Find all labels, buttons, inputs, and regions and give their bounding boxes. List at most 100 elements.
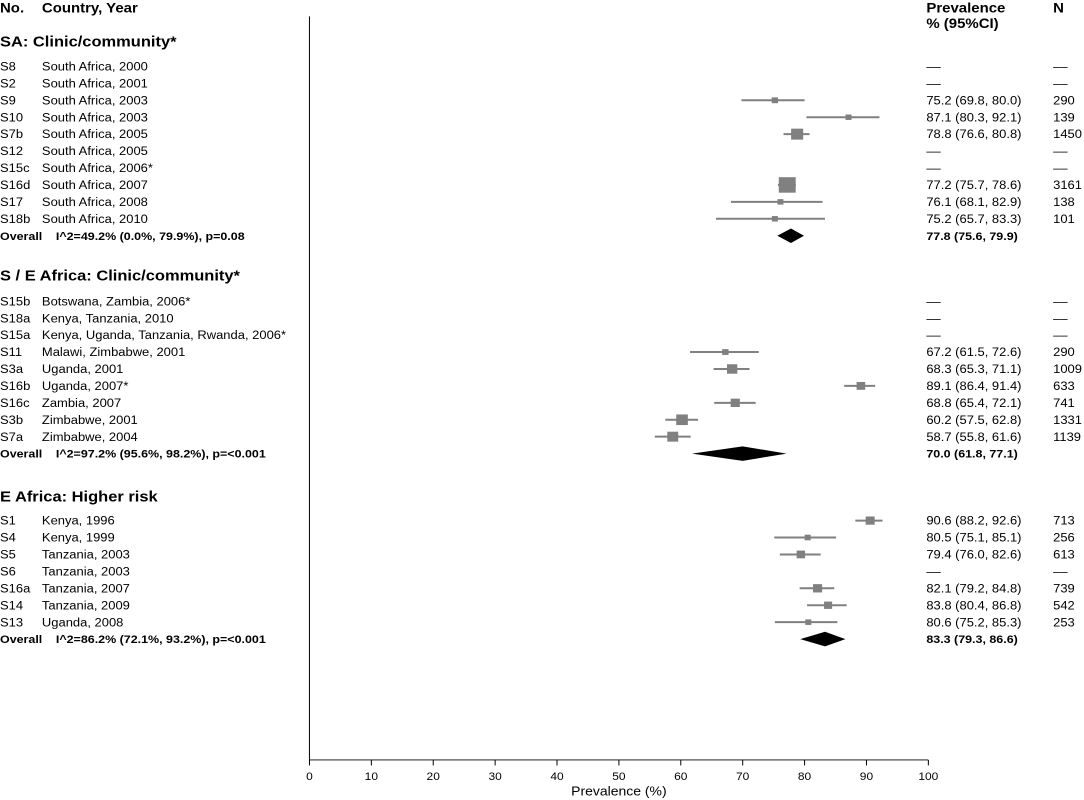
study-label: South Africa, 2003	[42, 111, 148, 124]
study-estimate-text: 90.6 (88.2, 92.6)	[926, 514, 1021, 527]
study-n: 139	[1053, 111, 1075, 124]
study-id: S1	[0, 514, 16, 527]
group-title: SA: Clinic/community*	[0, 34, 177, 50]
header-no: No.	[0, 1, 24, 16]
study-n: 101	[1053, 212, 1075, 225]
chart-layer: SA: Clinic/community* S8 South Africa, 200…	[0, 16, 1082, 798]
header-study: Country, Year	[42, 1, 138, 16]
study-label: South Africa, 2007	[42, 179, 148, 192]
overall-heterogeneity: I^2=49.2% (0.0%, 79.9%), p=0.08	[56, 229, 245, 242]
study-id: S4	[0, 531, 16, 544]
study-estimate-text: 89.1 (86.4, 91.4)	[926, 380, 1021, 393]
study-n: 253	[1053, 616, 1075, 629]
study-id: S8	[0, 60, 16, 73]
study-label: South Africa, 2008	[42, 195, 148, 208]
study-n: 290	[1053, 346, 1075, 359]
study-n: 741	[1053, 396, 1075, 409]
study-estimate-text: 75.2 (65.7, 83.3)	[926, 212, 1021, 225]
study-square	[796, 550, 806, 559]
study-square	[856, 381, 866, 390]
study-id: S10	[0, 111, 23, 124]
study-id: S16d	[0, 179, 30, 192]
x-tick-label: 50	[612, 771, 625, 782]
overall-heterogeneity: I^2=97.2% (95.6%, 98.2%), p=<0.001	[56, 447, 266, 460]
study-id: S9	[0, 94, 16, 107]
study-label: Tanzania, 2009	[42, 599, 130, 612]
study-n: 613	[1053, 548, 1075, 561]
study-label: Botswana, Zambia, 2006*	[42, 295, 191, 308]
study-label: Zimbabwe, 2001	[42, 413, 138, 426]
study-n: ––	[1053, 312, 1068, 325]
study-n: ––	[1053, 77, 1068, 90]
study-label: South Africa, 2005	[42, 145, 148, 158]
study-estimate-text: 87.1 (80.3, 92.1)	[926, 111, 1021, 124]
study-square	[771, 216, 778, 222]
study-estimate-text: ––	[926, 77, 941, 90]
study-label: Kenya, Uganda, Tanzania, Rwanda, 2006*	[42, 329, 286, 342]
header-prevalence-ci: % (95%CI)	[926, 17, 999, 32]
x-tick-label: 10	[365, 771, 378, 782]
x-tick-label: 70	[736, 771, 749, 782]
study-estimate-text: ––	[926, 295, 941, 308]
study-id: S15c	[0, 162, 30, 175]
study-label: Malawi, Zimbabwe, 2001	[42, 346, 186, 359]
study-square	[845, 114, 852, 120]
study-n: 1450	[1053, 128, 1082, 141]
study-square	[824, 601, 833, 609]
study-estimate-text: ––	[926, 145, 941, 158]
study-square	[726, 364, 738, 374]
study-n: 138	[1053, 195, 1075, 208]
study-id: S12	[0, 145, 23, 158]
summary-diamond	[777, 228, 804, 244]
study-id: S18a	[0, 312, 30, 325]
study-estimate-text: 80.5 (75.1, 85.1)	[926, 531, 1021, 544]
study-estimate-text: ––	[926, 312, 941, 325]
overall-label: Overall	[0, 447, 42, 460]
study-estimate-text: 58.7 (55.8, 61.6)	[926, 430, 1021, 443]
header-prevalence: Prevalence	[926, 1, 1005, 16]
study-estimate-text: ––	[926, 329, 941, 342]
study-n: 1331	[1053, 413, 1082, 426]
study-label: Uganda, 2001	[42, 363, 124, 376]
x-tick-label: 20	[427, 771, 440, 782]
study-id: S13	[0, 616, 23, 629]
study-id: S17	[0, 195, 23, 208]
study-id: S14	[0, 599, 23, 612]
study-label: Tanzania, 2007	[42, 582, 130, 595]
study-n: 256	[1053, 531, 1075, 544]
study-label: South Africa, 2000	[42, 60, 148, 73]
overall-label: Overall	[0, 229, 42, 242]
study-label: Kenya, 1999	[42, 531, 115, 544]
study-n: ––	[1053, 162, 1068, 175]
overall-estimate-text: 77.8 (75.6, 79.9)	[926, 229, 1017, 242]
study-id: S16c	[0, 396, 30, 409]
x-tick-label: 0	[306, 771, 313, 782]
study-label: South Africa, 2003	[42, 94, 148, 107]
study-n: ––	[1053, 145, 1068, 158]
study-id: S15b	[0, 295, 30, 308]
group-title: E Africa: Higher risk	[0, 489, 158, 505]
study-id: S16b	[0, 380, 30, 393]
study-label: Kenya, 1996	[42, 514, 115, 527]
study-square	[676, 414, 688, 426]
study-label: Zambia, 2007	[42, 396, 121, 409]
study-id: S3a	[0, 363, 23, 376]
study-estimate-text: ––	[926, 60, 941, 73]
study-n: 739	[1053, 582, 1075, 595]
study-n: ––	[1053, 565, 1068, 578]
x-tick-label: 80	[798, 771, 811, 782]
study-label: Zimbabwe, 2004	[42, 430, 138, 443]
study-id: S7a	[0, 430, 23, 443]
study-label: Uganda, 2007*	[42, 380, 129, 393]
study-n: 1009	[1053, 363, 1082, 376]
study-square	[805, 619, 812, 625]
study-estimate-text: 68.8 (65.4, 72.1)	[926, 396, 1021, 409]
study-id: S18b	[0, 212, 30, 225]
study-estimate-text: 68.3 (65.3, 71.1)	[926, 363, 1021, 376]
study-estimate-text: 75.2 (69.8, 80.0)	[926, 94, 1021, 107]
study-id: S7b	[0, 128, 23, 141]
study-id: S5	[0, 548, 16, 561]
study-square	[667, 431, 679, 442]
study-estimate-text: 67.2 (61.5, 72.6)	[926, 346, 1021, 359]
